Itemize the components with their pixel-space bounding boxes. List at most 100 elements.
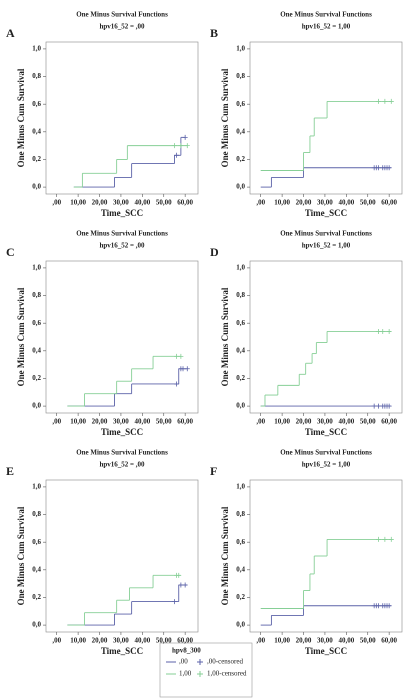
chart-title: One Minus Survival Functions (76, 230, 168, 238)
censor-mark (375, 403, 381, 409)
x-tick-label: ,00 (256, 418, 265, 426)
x-tick-label: 40,00 (338, 418, 354, 426)
censor-mark (176, 572, 182, 578)
y-tick-label: 0,6 (236, 538, 245, 546)
y-axis-label: One Minus Cum Survival (220, 506, 230, 605)
x-axis-label: Time_SCC (101, 646, 143, 656)
y-tick-label: 1,0 (32, 264, 41, 272)
censor-mark (375, 165, 381, 171)
y-tick-label: 0,4 (32, 346, 41, 354)
censor-mark (178, 353, 184, 359)
censor-mark (388, 98, 394, 104)
y-axis-label: One Minus Cum Survival (16, 68, 26, 167)
y-tick-label: 0,4 (236, 565, 245, 573)
legend-box (159, 642, 253, 698)
x-tick-label: 40,00 (338, 199, 354, 207)
x-tick-label: 60,00 (381, 418, 397, 426)
y-tick-label: 0,0 (236, 621, 245, 629)
chart-title: One Minus Survival Functions (76, 449, 168, 457)
censor-mark (382, 98, 388, 104)
chart-subtitle: hpv16_52 = 1,00 (302, 461, 351, 469)
legend-label: 1,00-censored (207, 670, 247, 678)
censor-mark (382, 536, 388, 542)
x-tick-label: 40,00 (134, 418, 150, 426)
y-tick-label: 0,4 (236, 346, 245, 354)
censor-mark (174, 152, 180, 158)
censor-mark (184, 143, 190, 149)
legend-censor-symbol (197, 659, 203, 665)
x-tick-label: 50,00 (156, 199, 172, 207)
x-tick-label: 40,00 (338, 637, 354, 645)
x-tick-label: 20,00 (296, 418, 312, 426)
y-tick-label: 1,0 (236, 483, 245, 491)
x-tick-label: 10,00 (70, 637, 86, 645)
y-tick-label: 0,2 (236, 593, 245, 601)
x-tick-label: 50,00 (360, 199, 376, 207)
censor-mark (182, 134, 188, 140)
x-tick-label: 30,00 (113, 199, 129, 207)
censor-mark (171, 143, 177, 149)
x-tick-label: 10,00 (274, 199, 290, 207)
x-tick-label: 60,00 (177, 637, 193, 645)
censor-mark (375, 536, 381, 542)
x-axis-label: Time_SCC (101, 427, 143, 437)
x-tick-label: 60,00 (381, 637, 397, 645)
plot-frame (45, 479, 199, 633)
panel-letter: D (210, 245, 219, 259)
x-tick-label: 30,00 (113, 637, 129, 645)
x-tick-label: 10,00 (274, 418, 290, 426)
x-axis-label: Time_SCC (305, 208, 347, 218)
censor-mark (380, 328, 386, 334)
censor-mark (171, 599, 177, 605)
y-tick-label: 0,8 (236, 72, 245, 80)
chart-subtitle: hpv16_52 = ,00 (99, 461, 145, 469)
panel-letter: B (210, 26, 218, 40)
y-tick-label: 0,8 (236, 510, 245, 518)
y-tick-label: 0,8 (32, 510, 41, 518)
y-tick-label: 0,8 (32, 72, 41, 80)
censor-mark (174, 381, 180, 387)
panel-letter: C (6, 245, 15, 259)
plot-frame (249, 260, 403, 414)
legend-censor-symbol (197, 671, 203, 677)
x-tick-label: 50,00 (156, 637, 172, 645)
y-tick-label: 0,2 (32, 155, 41, 163)
y-axis-label: One Minus Cum Survival (16, 506, 26, 605)
chart-title: One Minus Survival Functions (280, 11, 372, 19)
x-tick-label: ,00 (52, 637, 61, 645)
y-tick-label: 0,2 (236, 374, 245, 382)
censor-mark (386, 403, 392, 409)
x-tick-label: ,00 (256, 637, 265, 645)
censor-mark (386, 603, 392, 609)
panel-letter: F (210, 464, 217, 478)
chart-title: One Minus Survival Functions (280, 449, 372, 457)
censor-mark (178, 143, 184, 149)
censor-mark (180, 366, 186, 372)
chart-subtitle: hpv16_52 = 1,00 (302, 23, 351, 31)
x-tick-label: 30,00 (317, 418, 333, 426)
x-tick-label: ,00 (52, 418, 61, 426)
x-tick-label: 20,00 (92, 418, 108, 426)
x-tick-label: 30,00 (317, 199, 333, 207)
y-tick-label: 0,6 (32, 100, 41, 108)
x-tick-label: 20,00 (92, 199, 108, 207)
y-tick-label: 0,4 (236, 127, 245, 135)
x-tick-label: 60,00 (381, 199, 397, 207)
y-tick-label: 0,2 (32, 593, 41, 601)
y-tick-label: 0,6 (32, 319, 41, 327)
chart-title: One Minus Survival Functions (76, 11, 168, 19)
y-axis-label: One Minus Cum Survival (220, 287, 230, 386)
x-tick-label: ,00 (52, 199, 61, 207)
y-tick-label: 0,6 (32, 538, 41, 546)
y-tick-label: 0,0 (32, 183, 41, 191)
y-tick-label: 1,0 (32, 45, 41, 53)
censor-mark (375, 98, 381, 104)
x-axis-label: Time_SCC (305, 646, 347, 656)
x-axis-label: Time_SCC (101, 208, 143, 218)
censor-mark (174, 353, 180, 359)
panel-letter: A (6, 26, 15, 40)
chart-subtitle: hpv16_52 = ,00 (99, 242, 145, 250)
legend-label: ,00 (179, 658, 188, 666)
censor-mark (375, 328, 381, 334)
